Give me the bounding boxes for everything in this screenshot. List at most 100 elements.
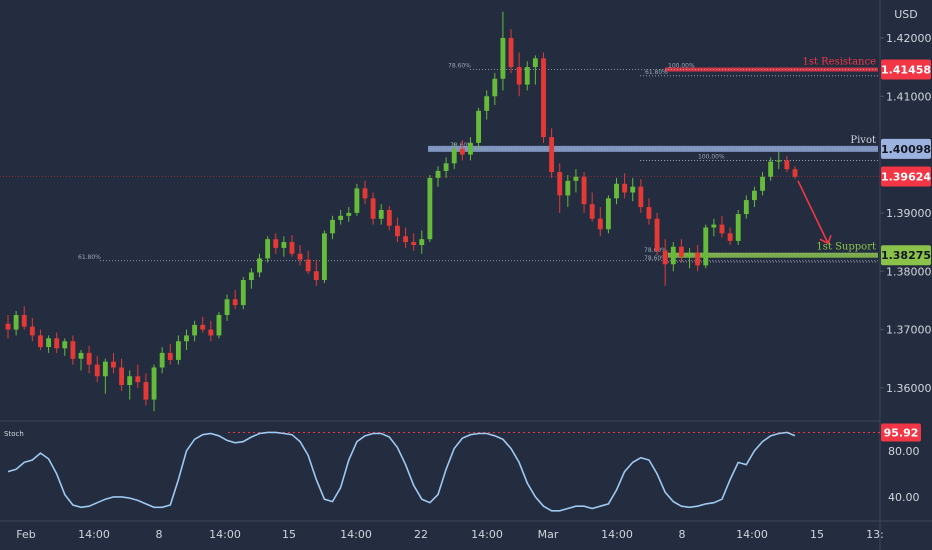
candle-body — [484, 96, 490, 111]
candle-body — [557, 172, 563, 196]
candle-body — [224, 299, 230, 315]
candle-body — [281, 242, 287, 248]
candle-body — [508, 37, 514, 68]
candle-body — [662, 250, 668, 265]
candle-body — [321, 233, 327, 280]
candle-body — [289, 242, 295, 254]
candle-body — [13, 315, 19, 330]
candle-body — [427, 177, 433, 240]
candle-body — [273, 239, 279, 248]
candle-body — [46, 338, 52, 348]
level-label: 1st Resistance — [802, 57, 876, 68]
x-tick-label: Mar — [538, 528, 559, 541]
candle-body — [330, 219, 335, 234]
candle-body — [62, 341, 68, 349]
x-tick-label: 13: — [866, 528, 884, 541]
candle-body — [524, 67, 530, 85]
candle-body — [419, 239, 425, 245]
candle-body — [589, 204, 595, 219]
candle-body — [443, 163, 449, 171]
y-tick-label: 1.37000 — [886, 324, 932, 337]
level-badge-text: 1.38275 — [881, 249, 931, 262]
candle-body — [370, 198, 376, 219]
candle-body — [776, 160, 782, 162]
candle-body — [435, 170, 441, 178]
candle-body — [265, 239, 271, 259]
stoch-line — [7, 431, 796, 512]
stoch-badge — [881, 423, 921, 442]
candle-body — [630, 186, 636, 193]
candle-body — [468, 142, 473, 155]
candle-body — [354, 188, 360, 213]
x-tick-label: 14:00 — [601, 528, 633, 541]
candle-body — [492, 78, 498, 97]
last-price-text: 1.39624 — [881, 171, 931, 184]
candle-body — [646, 207, 652, 219]
candle-body — [297, 253, 303, 260]
candle-body — [532, 58, 538, 68]
candle-body — [38, 335, 43, 348]
candle-body — [678, 246, 684, 257]
x-tick-label: 15 — [810, 528, 824, 541]
candle-body — [159, 352, 165, 368]
candle-body — [208, 329, 214, 336]
candle-body — [362, 188, 368, 199]
level-badge — [881, 245, 931, 266]
candle-body — [411, 242, 417, 245]
candle-body — [346, 212, 352, 216]
x-tick-label: 14:00 — [78, 528, 110, 541]
level-badge — [881, 138, 931, 159]
fib-label: 61.80% — [78, 254, 101, 261]
level-label: Pivot — [850, 135, 876, 146]
x-tick-label: 14:00 — [340, 528, 372, 541]
candle-body — [614, 183, 619, 199]
candle-body — [200, 324, 206, 330]
y-tick-label: 1.38000 — [886, 265, 932, 278]
candle-body — [727, 233, 733, 241]
candle-body — [784, 160, 790, 170]
candle-body — [119, 367, 125, 385]
forecast-arrow — [797, 180, 832, 245]
candle-body — [703, 227, 709, 266]
candle-body — [248, 272, 254, 280]
fib-label: 78.60% — [644, 255, 667, 262]
candle-body — [78, 352, 84, 359]
candle-body — [549, 137, 555, 173]
time-axis[interactable]: Feb 14:00 8 14:00 15 14:00 22 14:00 Mar 14:00 8 14:… — [16, 528, 884, 541]
candle-body — [216, 315, 222, 336]
fib-label: 78.60% — [448, 63, 471, 70]
candle-body — [395, 225, 400, 237]
arrow-head — [819, 234, 832, 245]
fib-label: 100.00% — [698, 153, 725, 160]
candle-body — [768, 161, 774, 177]
candle-body — [459, 148, 465, 155]
candle-body — [581, 176, 587, 205]
x-tick-label: Feb — [16, 528, 35, 541]
candle-body — [313, 271, 319, 280]
y-tick-label: 1.36000 — [886, 382, 932, 395]
price-axis[interactable]: USD1.420001.410001.400001.390001.380001.… — [880, 8, 932, 504]
candle-body — [565, 180, 571, 196]
candle-body — [127, 376, 133, 385]
candle-body — [622, 183, 628, 193]
candle-body — [541, 58, 546, 138]
candle-body — [232, 299, 238, 306]
candle-body — [29, 326, 35, 336]
candle-body — [751, 190, 757, 201]
fib-label: 100.00% — [668, 63, 695, 70]
level-badge-text: 1.40098 — [881, 143, 931, 156]
candles — [5, 11, 798, 412]
candle-body — [403, 236, 408, 243]
candle-body — [743, 200, 749, 215]
candle-body — [86, 352, 92, 365]
x-tick-label: 14:00 — [471, 528, 503, 541]
candle-body — [175, 341, 181, 360]
stoch-badge-text: 95.92 — [884, 426, 919, 439]
candle-body — [711, 224, 717, 228]
candle-body — [500, 37, 506, 79]
level-band — [668, 252, 878, 258]
